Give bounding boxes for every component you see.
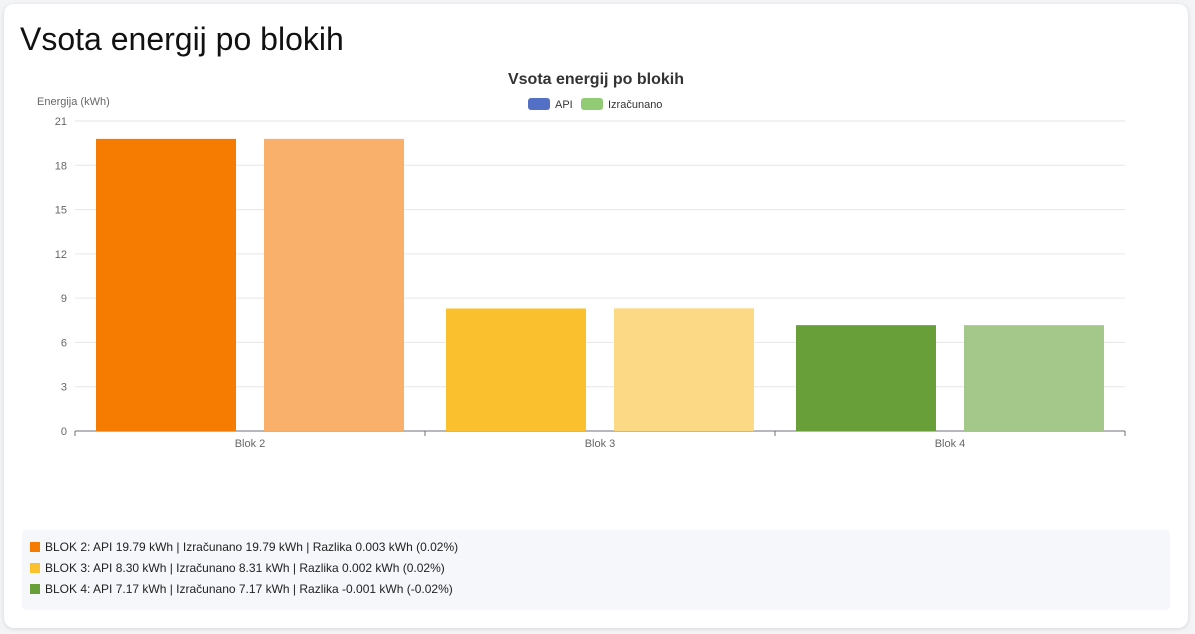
x-tick-label: Blok 3 [585, 438, 616, 450]
bar-blok-4-api [796, 325, 936, 431]
summary-text: BLOK 4: API 7.17 kWh | Izračunano 7.17 k… [45, 582, 453, 596]
bar-blok-3-izracunano [614, 308, 754, 431]
summary-color-swatch [30, 542, 40, 552]
x-tick-label: Blok 4 [935, 438, 966, 450]
bar-blok-4-izracunano [964, 325, 1104, 431]
bar-blok-2-izracunano [264, 138, 404, 431]
page-title: Vsota energij po blokih [20, 21, 344, 57]
legend-label: API [555, 99, 573, 111]
y-tick-label: 21 [55, 116, 67, 128]
summary-panel: BLOK 2: API 19.79 kWh | Izračunano 19.79… [22, 530, 1170, 610]
y-tick-label: 6 [61, 337, 67, 349]
legend-swatch-api [528, 98, 550, 110]
summary-color-swatch [30, 584, 40, 594]
y-tick-label: 3 [61, 382, 67, 394]
y-axis-label: Energija (kWh) [37, 96, 110, 108]
bar-blok-2-api [96, 138, 236, 431]
x-tick-label: Blok 2 [235, 438, 266, 450]
chart-card: Vsota energij po blokih Vsota energij po… [4, 4, 1188, 628]
summary-text: BLOK 2: API 19.79 kWh | Izračunano 19.79… [45, 540, 459, 554]
bar-blok-3-api [446, 308, 586, 431]
y-tick-label: 15 [55, 205, 67, 217]
summary-color-swatch [30, 563, 40, 573]
y-tick-label: 12 [55, 249, 67, 261]
legend-label: Izračunano [608, 99, 662, 111]
chart-title: Vsota energij po blokih [508, 71, 684, 88]
legend-swatch-izracunano [581, 98, 603, 110]
y-tick-label: 9 [61, 293, 67, 305]
bar-chart: Vsota energij po blokih Energija (kWh) API… [37, 71, 1126, 450]
summary-row-blok-2: BLOK 2: API 19.79 kWh | Izračunano 19.79… [30, 538, 458, 556]
summary-text: BLOK 3: API 8.30 kWh | Izračunano 8.31 k… [45, 561, 445, 575]
summary-row-blok-4: BLOK 4: API 7.17 kWh | Izračunano 7.17 k… [30, 580, 453, 598]
summary-row-blok-3: BLOK 3: API 8.30 kWh | Izračunano 8.31 k… [30, 559, 445, 577]
y-tick-label: 0 [61, 426, 67, 438]
y-tick-label: 18 [55, 160, 67, 172]
